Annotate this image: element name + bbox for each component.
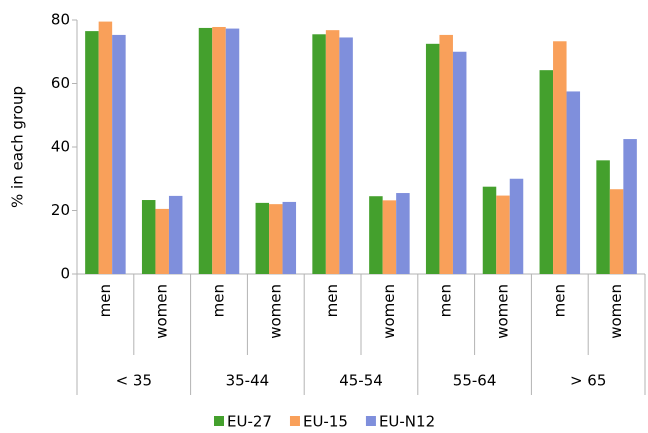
bar (496, 195, 510, 274)
bar (439, 34, 453, 274)
legend-swatch (214, 416, 224, 426)
legend-label: EU-15 (303, 413, 348, 430)
bar (112, 34, 126, 274)
y-tick-label: 80 (51, 11, 70, 29)
bar (623, 139, 637, 274)
bar (539, 70, 554, 274)
bar (312, 34, 326, 274)
x-tick-label: women (153, 284, 171, 339)
x-tick-label: women (266, 284, 284, 339)
bar (225, 28, 240, 275)
bar (98, 21, 113, 275)
x-tick-label: men (210, 284, 228, 317)
bar (369, 196, 383, 274)
bar (452, 51, 467, 274)
y-tick-label: 0 (60, 265, 70, 283)
x-tick-label: men (437, 284, 455, 317)
x-tick-label: men (96, 284, 114, 317)
group-label: 35-44 (226, 372, 270, 390)
bar (553, 41, 567, 275)
y-tick-label: 20 (51, 201, 70, 219)
bar (509, 178, 524, 274)
x-tick-label: women (494, 284, 512, 339)
bar (255, 202, 270, 274)
legend-label: EU-N12 (379, 413, 435, 430)
bar (155, 208, 169, 274)
bar (566, 91, 581, 274)
bar (269, 204, 283, 274)
y-tick-label: 60 (51, 74, 70, 92)
group-label: > 65 (570, 372, 606, 390)
bar (396, 193, 410, 274)
y-axis-label: % in each group (9, 86, 27, 208)
bar (168, 195, 183, 274)
legend-label: EU-27 (227, 413, 272, 430)
legend-swatch (365, 416, 376, 426)
bar (382, 200, 397, 274)
bar (482, 186, 497, 274)
bar (596, 160, 610, 274)
bar (339, 37, 353, 275)
x-tick-label: women (380, 284, 398, 339)
bar (282, 201, 297, 274)
x-tick-label: women (607, 284, 625, 339)
x-tick-label: men (323, 284, 341, 317)
group-label: < 35 (116, 372, 152, 390)
legend-swatch (289, 416, 300, 426)
x-tick-label: men (550, 284, 568, 317)
bar (198, 27, 213, 274)
group-label: 45-54 (339, 372, 383, 390)
bar (85, 31, 99, 274)
group-label: 55-64 (453, 372, 497, 390)
bar (609, 189, 624, 274)
bar (325, 30, 340, 274)
bar (212, 26, 226, 274)
bar (141, 200, 156, 274)
bar (425, 43, 440, 274)
y-tick-label: 40 (51, 138, 70, 156)
